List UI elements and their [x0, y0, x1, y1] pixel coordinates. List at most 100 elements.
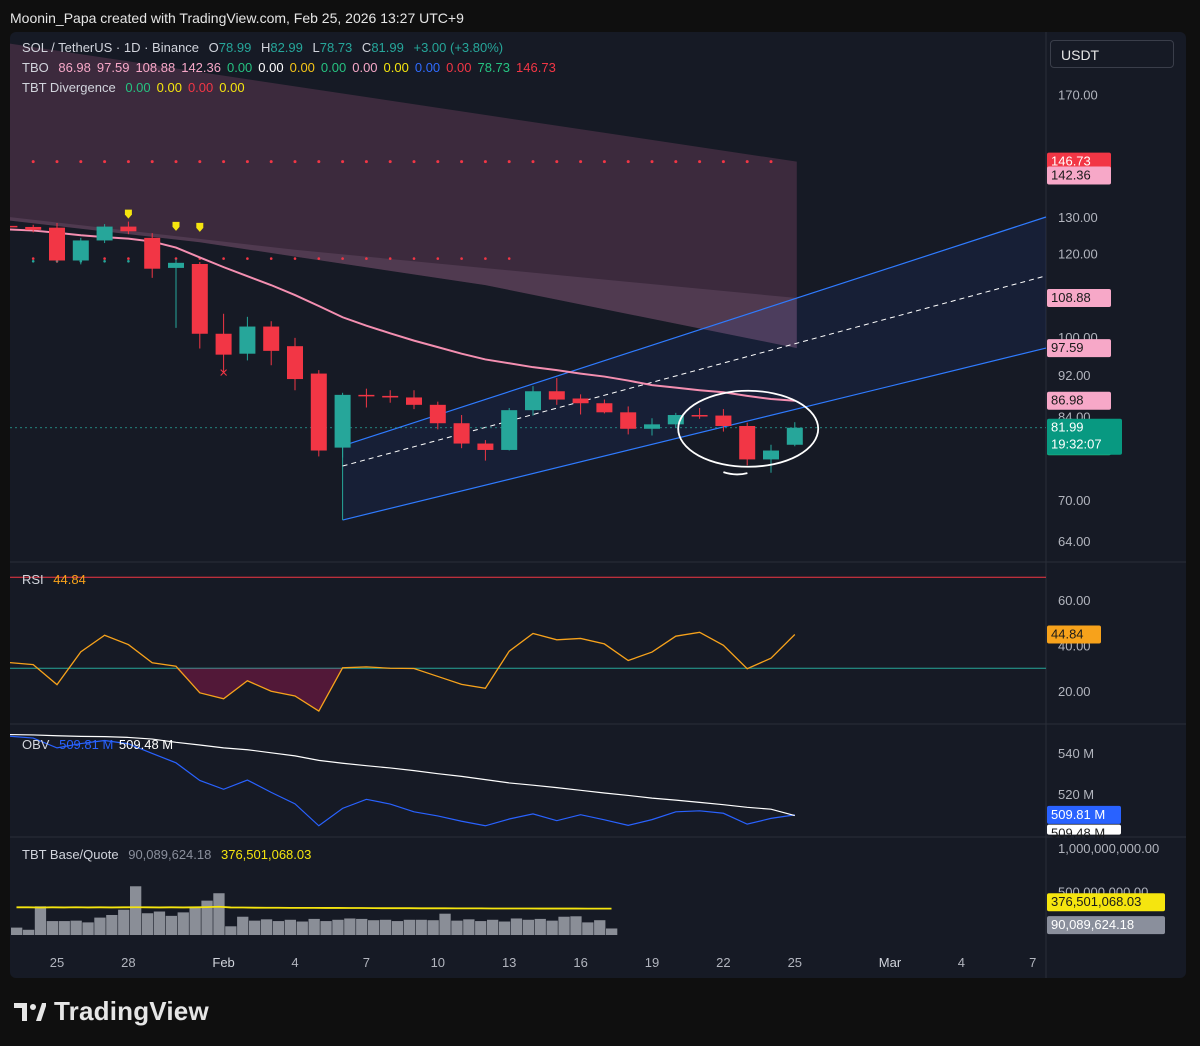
chart-svg[interactable]: ×170.00130.00120.00100.0092.0084.0070.00… [10, 32, 1186, 978]
obv-value-badge-bg [1047, 805, 1121, 824]
tbt-bar [177, 912, 189, 935]
tbt-bar [439, 913, 451, 935]
tbt-bar [141, 913, 154, 935]
last-price-badge-text: 81.99 [1051, 420, 1084, 435]
tbo-level-dot-high [317, 160, 321, 164]
candle-body [263, 326, 280, 351]
yellow-signal-marker [172, 221, 180, 231]
candle-body [10, 225, 18, 228]
price-axis-tick: 120.00 [1058, 247, 1098, 262]
candle-body [453, 423, 470, 444]
tbt-base-badge-bg [1047, 916, 1165, 935]
tbt-bar [58, 921, 70, 935]
tbt-bar [487, 919, 499, 935]
tbo-level-dot-high [745, 160, 749, 164]
tradingview-logo-icon [14, 1001, 47, 1023]
tbt-bar [22, 929, 35, 935]
tbo-level-dot-high [55, 160, 59, 164]
price-badge-bg [1047, 289, 1111, 308]
tbo-level-dot-high [579, 160, 583, 164]
legend-tbt-bq-v1: 90,089,624.18 [128, 847, 212, 862]
tbt-bar [558, 916, 570, 935]
tbt-bar [546, 920, 558, 935]
time-axis-tick: 13 [502, 955, 516, 970]
time-axis-tick: 25 [50, 955, 64, 970]
price-badge-text: 108.88 [1051, 290, 1091, 305]
yellow-signal-marker [124, 209, 132, 219]
price-badge-text: 146.73 [1051, 154, 1091, 169]
obv-ma-value-badge: 509.48 M [1047, 824, 1121, 841]
tbt-bar [427, 920, 439, 935]
tbt-bar [201, 900, 213, 935]
tbo-level-dot-mid [507, 257, 511, 260]
currency-button[interactable]: USDT [1050, 40, 1174, 68]
legend-change: +3.00 (+3.80%) [413, 40, 504, 55]
tbo-level-dot-mid [127, 257, 130, 260]
legend-tbo-name: TBO [22, 60, 49, 75]
tbt-bar [237, 916, 249, 935]
price-badge: 97.59 [1047, 339, 1111, 358]
candle-body [358, 394, 375, 397]
legend-tbt-div-value-3: 0.00 [219, 80, 245, 95]
candle-body [287, 346, 303, 380]
time-axis-tick: 16 [573, 955, 587, 970]
tbo-level-dot-mid [388, 257, 392, 260]
last-price-badge: 81.99 19:32:07 [1047, 418, 1122, 455]
time-axis-tick: 22 [716, 955, 730, 970]
legend-obv-name: OBV [22, 737, 50, 752]
legend-tbt-base-quote: TBT Base/Quote 90,089,624.18 376,501,068… [22, 847, 317, 862]
legend-high: H82.99 [260, 40, 303, 55]
time-axis-tick: 4 [958, 955, 965, 970]
rsi-axis-tick: 60.00 [1058, 593, 1091, 608]
price-axis-tick: 64.00 [1058, 534, 1091, 549]
tbo-level-dot-mid [317, 257, 321, 260]
tbo-level-dot-mid [293, 257, 297, 260]
price-badge-bg [1047, 166, 1111, 185]
tbt-bar [368, 920, 380, 935]
candle-body [667, 415, 684, 425]
tbt-bar [94, 917, 106, 935]
legend-rsi: RSI 44.84 [22, 572, 92, 587]
tbt-bar [570, 916, 582, 935]
candle-body [310, 373, 327, 451]
tbo-level-dot-green [103, 259, 106, 263]
chart-frame: × 170.00 130.00 120.00 100.00 92.00 84.00 70.00… [10, 32, 1186, 978]
yellow-signal-marker [196, 222, 204, 232]
tbt-average-line [16, 905, 612, 910]
candle-body [334, 394, 351, 448]
tbt-bar [82, 922, 94, 935]
tbo-level-dot-high [364, 160, 368, 164]
last-price-badge-sub: 19:32:07 [1051, 437, 1102, 452]
tbt-bar [213, 893, 225, 935]
legend-tbo-value-1: 97.59 [96, 60, 130, 75]
tbo-level-dot-high [626, 160, 630, 164]
candle-body [120, 226, 137, 232]
obv-axis-tick: 520 M [1058, 787, 1094, 802]
tbt-bar [594, 920, 606, 935]
tbt-bar [379, 919, 392, 935]
tbo-level-dot-high [674, 160, 678, 164]
legend-symbol: SOL / TetherUS · 1D · Binance [22, 40, 200, 55]
legend-obv-v1: 509.81 M [59, 737, 114, 752]
tbt-bar [225, 926, 237, 935]
legend-tbt-bq-v2: 376,501,068.03 [220, 847, 312, 862]
tbt-bar [415, 919, 427, 935]
legend-tbo: TBO 86.98 97.59 108.88 142.36 0.00 0.00 0.00 0.… [22, 60, 562, 75]
tbt-bar [320, 921, 332, 935]
price-badge: 146.73 [1047, 152, 1111, 171]
price-badge-bg [1047, 391, 1111, 410]
candle-body [25, 226, 42, 230]
rsi-value-badge-text: 44.84 [1051, 626, 1084, 641]
tbt-bar [260, 919, 273, 935]
tradingview-logo[interactable]: TradingView [14, 996, 209, 1027]
candle-body [49, 227, 65, 261]
tbo-level-dot-high [79, 160, 83, 164]
tbt-bar [391, 921, 404, 935]
tbo-level-dot-high [769, 160, 773, 164]
rsi-value-badge-bg [1047, 625, 1101, 644]
legend-obv: OBV 509.81 M 509.48 M [22, 737, 179, 752]
tbo-level-dot-high [507, 160, 511, 164]
tbt-bar [46, 921, 58, 935]
price-axis-tick: 130.00 [1058, 210, 1098, 225]
tbt-bar [296, 921, 308, 935]
